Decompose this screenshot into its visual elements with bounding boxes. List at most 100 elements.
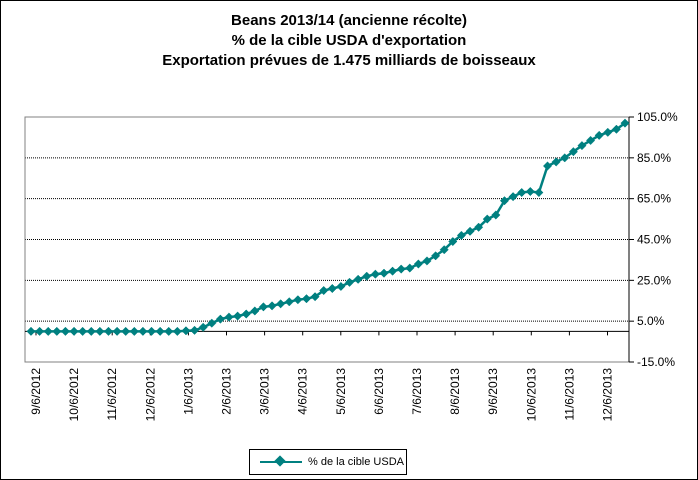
y-tick-label: 105.0% — [637, 110, 678, 124]
data-point — [258, 302, 268, 312]
data-point — [379, 268, 389, 278]
x-tick-label: 11/6/2012 — [105, 368, 119, 421]
data-point — [60, 326, 70, 336]
x-tick-label: 5/6/2013 — [334, 368, 348, 415]
data-point — [112, 326, 122, 336]
data-point — [241, 309, 251, 319]
data-point — [603, 127, 613, 137]
data-point — [517, 187, 527, 198]
data-point — [129, 326, 139, 336]
data-point — [164, 326, 174, 336]
data-point — [491, 210, 501, 220]
y-tick-label: -15.0% — [637, 355, 675, 369]
y-tick-labels: 105.0% 85.0% 65.0% 45.0% 25.0% 5.0% -15.0% — [629, 110, 678, 369]
data-point — [95, 326, 105, 336]
x-tick-label: 10/6/2013 — [524, 368, 538, 422]
data-point — [456, 230, 466, 240]
data-point — [336, 281, 346, 292]
x-tick-label: 1/6/2013 — [181, 368, 195, 415]
data-point — [439, 245, 449, 255]
data-point — [388, 266, 398, 276]
data-point — [499, 196, 510, 206]
data-point — [198, 322, 208, 332]
data-point — [413, 259, 423, 269]
data-point — [121, 326, 131, 336]
data-point — [422, 256, 432, 266]
series-group — [26, 118, 630, 336]
data-point — [362, 271, 372, 281]
x-tick-label: 4/6/2013 — [296, 368, 310, 415]
data-point — [319, 285, 329, 296]
data-point — [594, 130, 604, 140]
legend-swatch-marker — [274, 455, 286, 467]
data-point — [474, 222, 484, 232]
data-point — [78, 326, 88, 336]
data-point — [405, 263, 415, 273]
data-point — [250, 306, 260, 316]
data-point — [138, 326, 148, 336]
data-point — [224, 312, 234, 322]
data-point — [207, 318, 217, 328]
data-point — [69, 326, 79, 336]
data-point — [103, 326, 114, 336]
y-tick-label: 65.0% — [637, 192, 671, 206]
data-point — [611, 124, 621, 134]
data-point — [353, 274, 363, 284]
x-tick-label: 12/6/2013 — [601, 368, 615, 422]
x-tick-labels: 9/6/2012 10/6/2012 11/6/2012 12/6/2012 1/6/2… — [29, 331, 615, 421]
chart-title: Beans 2013/14 (ancienne récolte) % de la… — [1, 11, 697, 71]
x-tick-label: 9/6/2013 — [486, 368, 500, 415]
title-line-1: Beans 2013/14 (ancienne récolte) — [231, 12, 467, 29]
data-point — [327, 283, 337, 294]
data-point — [370, 269, 380, 279]
data-point — [284, 297, 294, 307]
data-point — [52, 326, 62, 336]
data-point — [465, 226, 475, 236]
data-point — [577, 141, 587, 151]
data-point — [233, 311, 243, 321]
series-line — [31, 122, 626, 333]
data-point — [267, 301, 277, 311]
data-point — [155, 326, 165, 336]
x-tick-label: 11/6/2013 — [562, 368, 576, 421]
y-tick-label: 25.0% — [637, 273, 671, 287]
x-tick-label: 3/6/2013 — [258, 368, 272, 415]
data-point — [396, 264, 406, 274]
data-point — [86, 326, 96, 336]
x-tick-label: 10/6/2012 — [67, 368, 81, 422]
y-tick-label: 45.0% — [637, 233, 671, 247]
data-point — [448, 236, 458, 247]
x-tick-label: 7/6/2013 — [410, 368, 424, 415]
data-point — [525, 186, 535, 197]
data-point — [35, 326, 45, 336]
data-point — [431, 251, 441, 261]
y-tick-label: 85.0% — [637, 151, 671, 165]
legend-label: % de la cible USDA — [308, 456, 404, 468]
data-point — [542, 161, 553, 171]
x-tick-label: 6/6/2013 — [372, 368, 386, 415]
y-tick-label: 5.0% — [637, 314, 665, 328]
data-point — [43, 326, 53, 336]
data-point — [276, 299, 286, 309]
x-tick-label: 2/6/2013 — [220, 368, 234, 415]
data-point — [172, 326, 182, 336]
data-point — [508, 192, 518, 202]
data-point — [293, 295, 303, 305]
data-point — [146, 326, 157, 336]
data-point — [534, 187, 544, 198]
data-point — [551, 157, 561, 167]
x-tick-label: 9/6/2012 — [29, 368, 43, 415]
data-point — [344, 277, 355, 287]
data-point — [181, 326, 191, 336]
legend-swatch — [260, 455, 302, 469]
data-point — [26, 326, 36, 336]
x-tick-label: 12/6/2012 — [143, 368, 157, 422]
data-point — [586, 135, 596, 146]
title-line-2: % de la cible USDA d'exportation — [231, 32, 467, 49]
data-point — [310, 292, 320, 302]
data-point — [568, 147, 578, 157]
data-point — [620, 118, 630, 128]
data-point — [482, 214, 492, 224]
